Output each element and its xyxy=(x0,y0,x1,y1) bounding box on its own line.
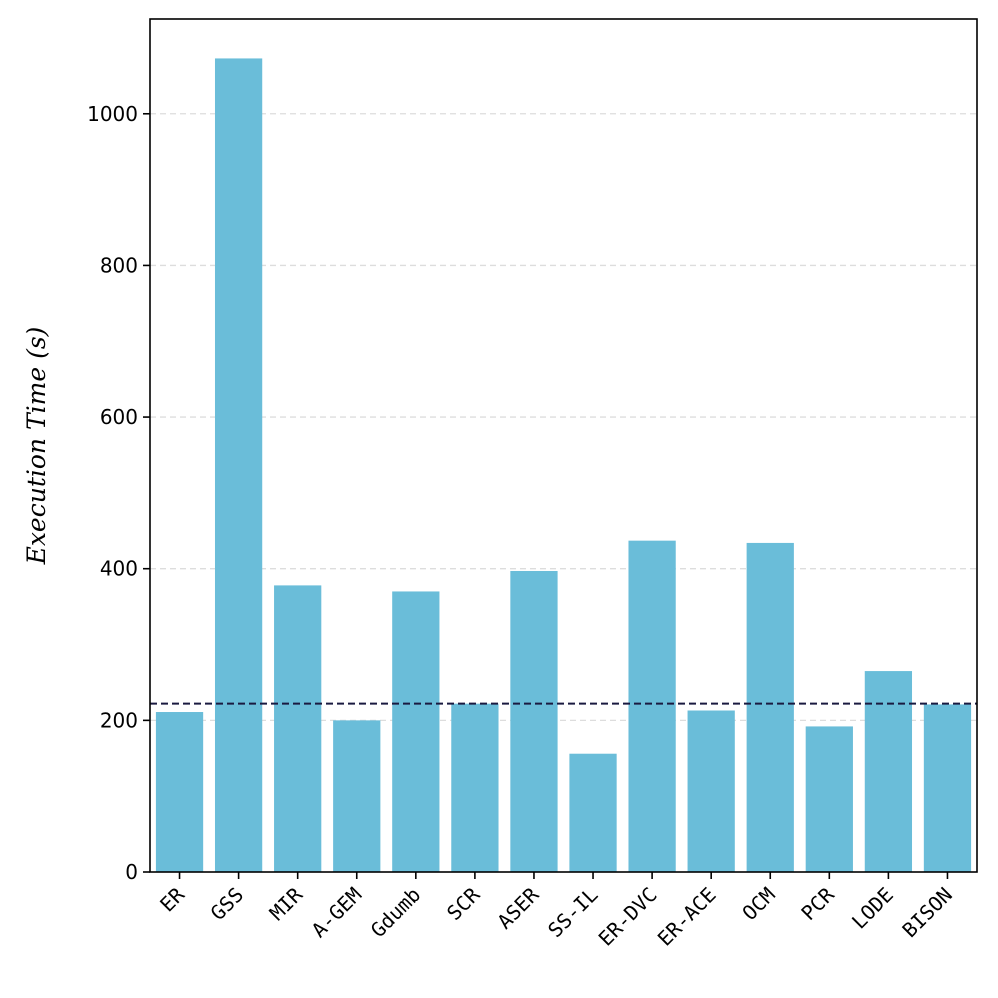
bar-a-gem xyxy=(333,720,381,872)
y-tick-label: 400 xyxy=(100,557,138,581)
bar-er xyxy=(155,712,204,872)
x-tick-label: BISON xyxy=(897,883,957,943)
x-tick-label: A-GEM xyxy=(307,883,367,943)
bar-ocm xyxy=(746,542,794,872)
x-tick-label: MIR xyxy=(265,882,308,925)
bar-lode xyxy=(864,671,913,872)
x-tick-label: PCR xyxy=(796,882,839,925)
y-tick-label: 0 xyxy=(125,860,138,884)
x-tick-label: ASER xyxy=(492,882,544,934)
y-tick-label: 800 xyxy=(100,253,138,277)
y-tick-label: 1000 xyxy=(87,102,138,126)
bar-scr xyxy=(451,703,499,872)
bar-er-ace xyxy=(687,710,735,872)
x-tick-label: OCM xyxy=(737,883,780,926)
bar-gss xyxy=(214,58,263,873)
x-tick-label: GSS xyxy=(206,883,249,926)
bar-gdumb xyxy=(392,591,440,872)
bar-mir xyxy=(274,585,322,872)
x-tick-label: Gdumb xyxy=(366,883,426,943)
grid-lines xyxy=(150,113,977,722)
bar-er-dvc xyxy=(628,540,676,872)
y-axis-label: Execution Time (s) xyxy=(22,327,51,566)
x-tick-label: ER xyxy=(155,882,190,917)
x-axis: ER GSS MIR A-GEM Gdumb SCR ASER SS-ILER-DVCER-A… xyxy=(155,872,957,951)
y-tick-label: 600 xyxy=(100,405,138,429)
bars xyxy=(155,58,972,873)
bar-ss-il xyxy=(569,753,617,872)
bar-aser xyxy=(510,570,558,872)
y-axis: 0 200 400 600 800 1000 xyxy=(87,102,150,884)
plot-frame xyxy=(149,18,978,873)
y-tick-label: 200 xyxy=(100,708,138,732)
x-tick-label: ER-ACE xyxy=(653,883,721,951)
bar-bison xyxy=(923,704,972,872)
x-tick-label: ER-DVC xyxy=(594,883,662,951)
bar-pcr xyxy=(805,726,853,872)
x-tick-label: SCR xyxy=(442,882,485,925)
x-tick-label: LODE xyxy=(847,883,898,934)
